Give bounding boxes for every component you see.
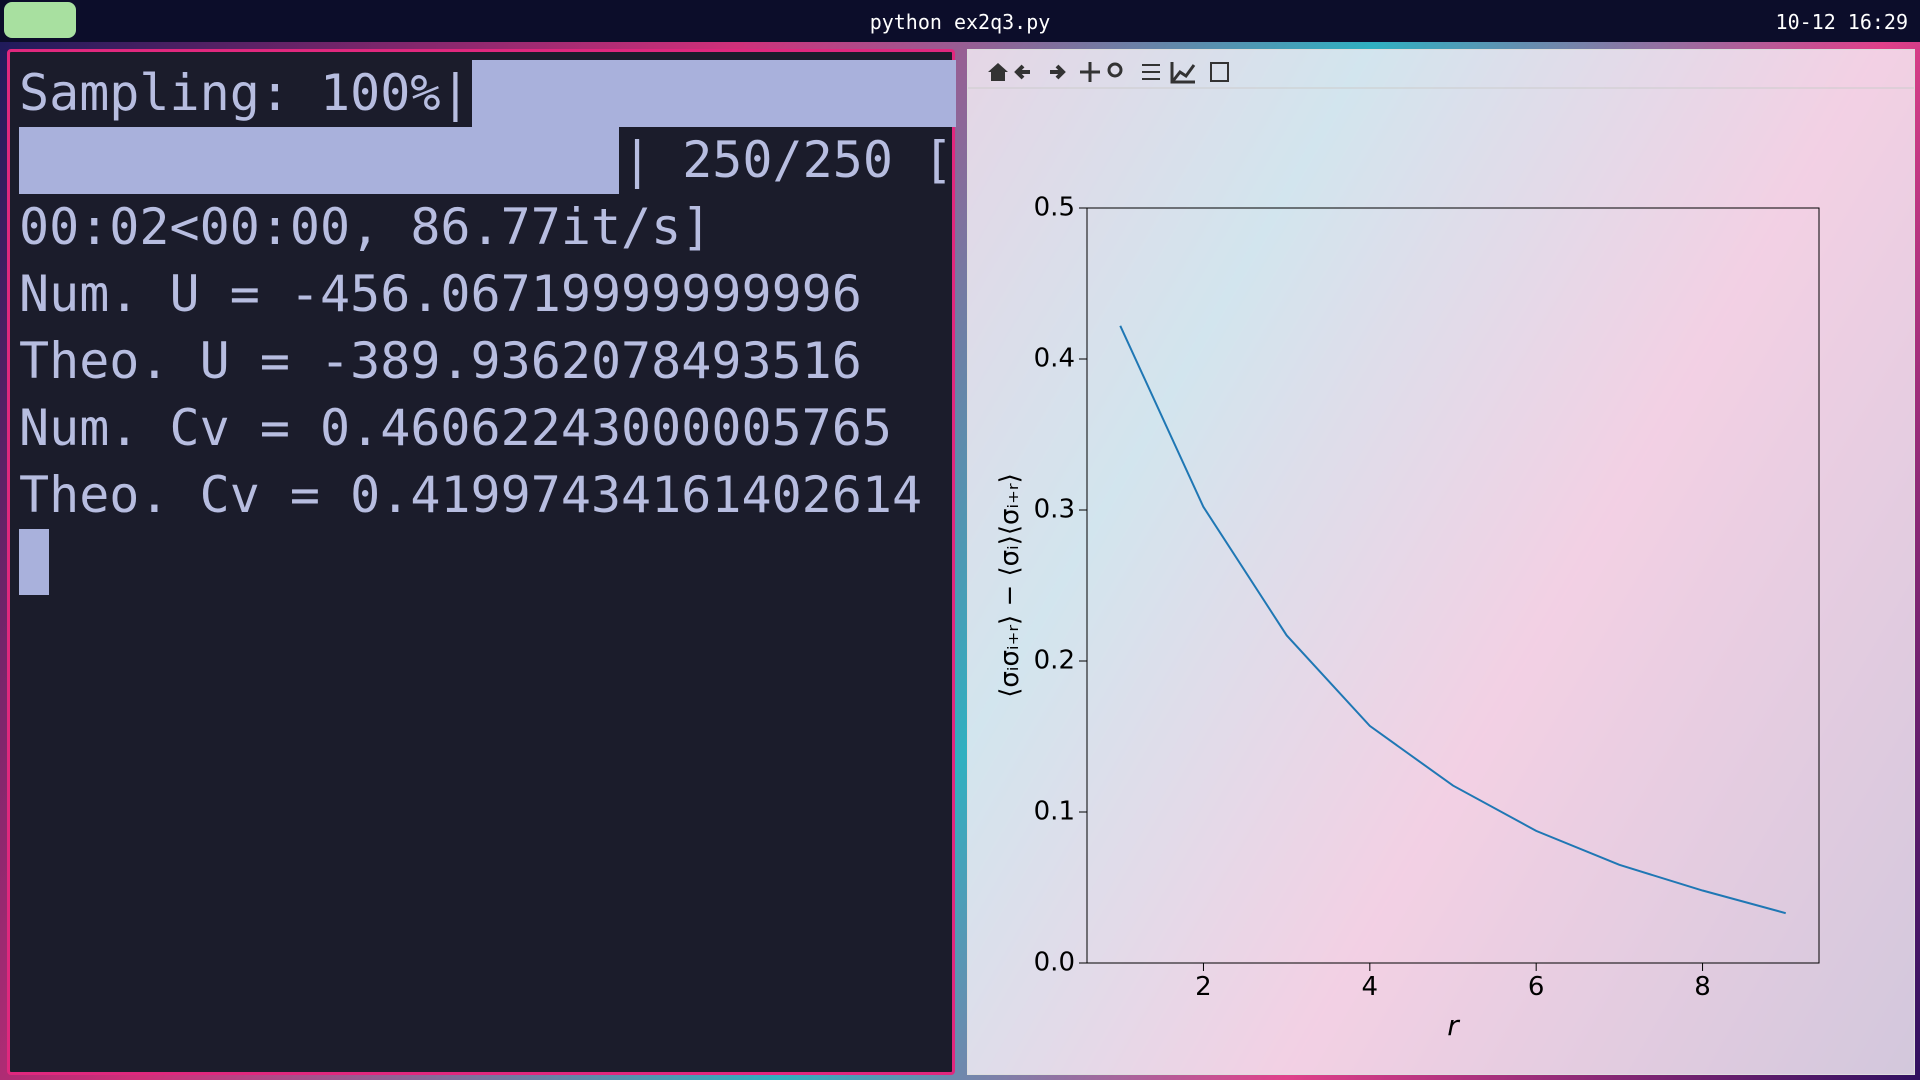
y-tick-label: 0.3 [1034,495,1075,525]
save-button[interactable] [1210,62,1229,82]
data-line [1119,325,1786,915]
back-button[interactable] [1014,64,1030,80]
plot-window: 0.0 0.1 0.2 0.3 0.4 0.5 2 4 6 8 r ⟨σᵢσᵢ₊ᵣ⟩ − ⟨σᵢ⟩⟨σ… [967,49,1915,1075]
x-tick-label: 4 [1362,972,1379,1002]
y-axis-label: ⟨σᵢσᵢ₊ᵣ⟩ − ⟨σᵢ⟩⟨σᵢ₊ᵣ⟩ [995,473,1025,698]
y-tick-label: 0.4 [1034,344,1075,374]
top-bar: python ex2q3.py 10-12 16:29 [0,0,1920,42]
x-tick-label: 8 [1694,972,1711,1002]
y-tick-label: 0.1 [1034,797,1075,827]
terminal-line: | 250/250 [ [622,131,954,189]
terminal-line: Theo. U = -389.9362078493516 [19,332,862,390]
terminal-line: 00:02<00:00, 86.77it/s] [19,198,712,256]
clock: 10-12 16:29 [1775,10,1908,34]
terminal-line: Theo. Cv = 0.41997434161402614 [19,466,923,524]
pan-button[interactable] [1080,62,1100,82]
zoom-button[interactable] [1107,62,1123,78]
toolbar [988,62,1229,84]
progress-bar-fill [472,60,956,127]
home-button[interactable] [988,63,1008,81]
x-tick-label: 6 [1528,972,1545,1002]
plot-area [1086,207,1820,964]
y-tick-label: 0.2 [1034,646,1075,676]
cursor [19,529,49,595]
configure-button[interactable] [1142,64,1160,80]
x-axis-label: r [1447,1009,1460,1042]
figure: 0.0 0.1 0.2 0.3 0.4 0.5 2 4 6 8 r ⟨σᵢσᵢ₊ᵣ⟩ − ⟨σᵢ⟩⟨σ… [968,62,1914,1042]
terminal-line: Num. Cv = 0.46062243000005765 [19,399,892,457]
forward-button[interactable] [1050,64,1066,80]
window-title: python ex2q3.py [869,10,1051,34]
terminal-line: Sampling: 100%| [19,64,471,122]
launcher-button[interactable] [4,2,76,38]
y-tick-label: 0.0 [1034,948,1075,978]
x-tick-label: 2 [1195,972,1212,1002]
edit-button[interactable] [1170,62,1196,84]
terminal-line: Num. U = -456.06719999999996 [19,265,862,323]
terminal[interactable]: Sampling: 100%| | 250/250 [ 00:02<00:00,… [7,49,956,1075]
y-tick-label: 0.5 [1034,193,1075,223]
progress-bar-fill [19,127,619,194]
